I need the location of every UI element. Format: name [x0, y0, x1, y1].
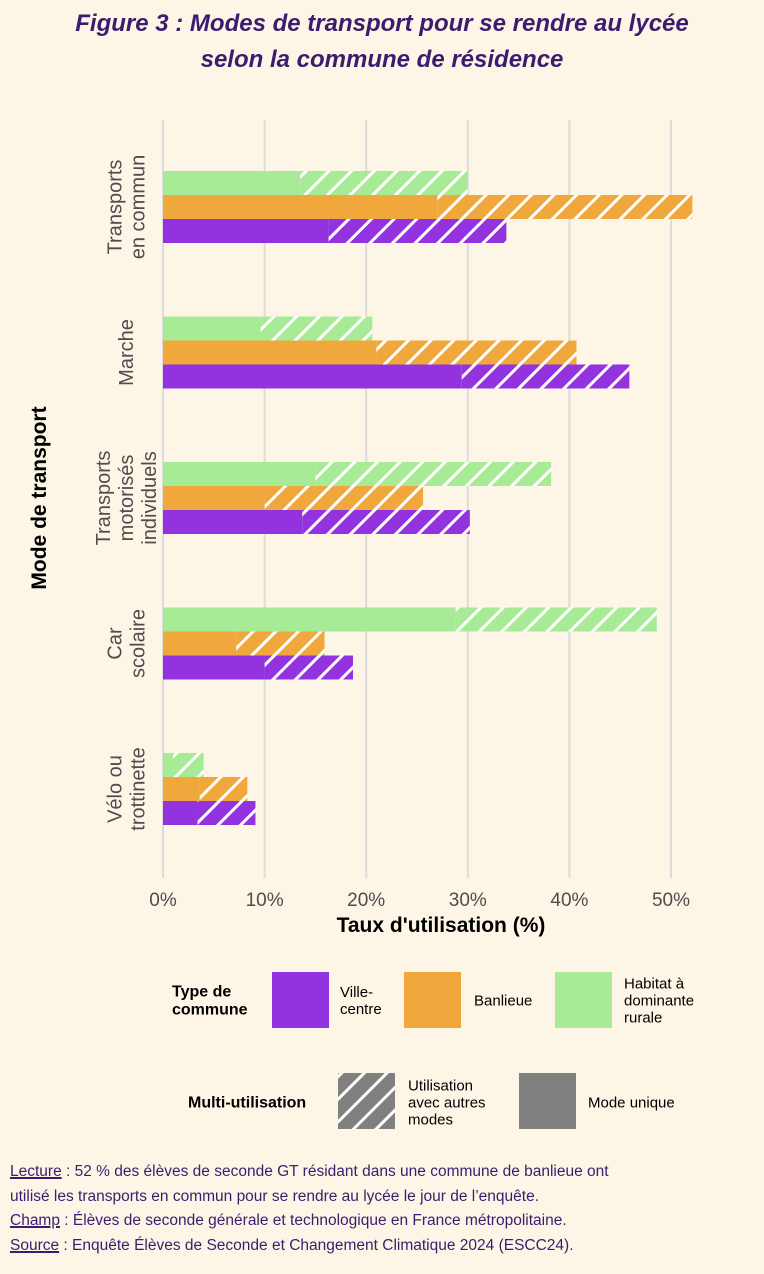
y-tick-label-line: Transports: [93, 451, 115, 546]
y-tick-label-line: motorisés: [116, 455, 138, 542]
chart-notes: Lecture : 52 % des élèves de seconde GT …: [10, 1160, 754, 1258]
x-tick-label-30: 30%: [449, 890, 487, 911]
bar-unique-habitat-a-dominante-rurale-car-scolaire: [163, 607, 456, 632]
bar-multi-banlieue-car-scolaire: [236, 631, 325, 656]
y-axis-label: Mode de transport: [28, 406, 51, 589]
note-lecture-text-1: : 52 % des élèves de seconde GT résidant…: [61, 1163, 609, 1180]
x-tick-label-40: 40%: [550, 890, 588, 911]
bar-multi-habitat-a-dominante-rurale-marche: [260, 316, 373, 341]
bar-unique-banlieue-transports-en-commun: [163, 195, 438, 219]
note-lecture-line-1: Lecture : 52 % des élèves de seconde GT …: [10, 1160, 754, 1185]
legend-type-title: Type de: [172, 984, 231, 1001]
bar-multi-ville-centre-velo-ou-trottinette: [197, 801, 256, 825]
bar-unique-ville-centre-transports-en-commun: [163, 219, 329, 243]
legend-label-habitat-a-dominante-rurale: Habitat à: [624, 975, 685, 992]
legend-label-habitat-a-dominante-rurale: dominante: [624, 992, 694, 1009]
bar-multi-ville-centre-car-scolaire: [264, 655, 353, 680]
bar-unique-habitat-a-dominante-rurale-marche: [163, 316, 261, 341]
bar-multi-ville-centre-marche: [461, 364, 630, 389]
note-source-key: Source: [10, 1236, 60, 1254]
legend-label-hatched: modes: [408, 1111, 453, 1128]
note-lecture-key: Lecture: [10, 1163, 62, 1180]
legend-label-hatched: Utilisation: [408, 1077, 473, 1094]
y-tick-label-line: scolaire: [128, 609, 150, 678]
note-source-text: : Enquête Élèves de Seconde et Changemen…: [59, 1236, 574, 1254]
bar-multi-banlieue-velo-ou-trottinette: [199, 777, 248, 801]
bar-multi-ville-centre-transports-motorises-individuels: [302, 510, 470, 534]
chart-title: Figure 3 : Modes de transport pour se re…: [0, 6, 764, 78]
bar-multi-habitat-a-dominante-rurale-transports-en-commun: [300, 171, 468, 195]
y-tick-label-line: Marche: [116, 319, 138, 386]
x-axis-label: Taux d'utilisation (%): [337, 914, 546, 937]
legend-swatch-banlieue: [404, 972, 461, 1028]
bar-chart: 0% 10% 20% 30% 40% 50% Taux d'utilisation (%) M…: [28, 120, 693, 937]
x-tick-label-50: 50%: [652, 890, 690, 911]
legend-label-ville-centre: centre: [340, 1001, 382, 1018]
legend-type-title: commune: [172, 1002, 248, 1019]
legend-multi-title: Multi-utilisation: [188, 1095, 306, 1112]
y-tick-label-line: Car: [105, 627, 127, 660]
note-champ: Champ : Élèves de seconde générale et te…: [10, 1209, 754, 1234]
note-source: Source : Enquête Élèves de Seconde et Ch…: [10, 1234, 754, 1259]
bar-multi-ville-centre-transports-en-commun: [328, 219, 507, 243]
bar-multi-habitat-a-dominante-rurale-car-scolaire: [455, 607, 657, 632]
y-tick-label-line: trottinette: [128, 747, 150, 830]
bar-unique-ville-centre-car-scolaire: [163, 655, 265, 680]
y-tick-label-line: Transports: [105, 160, 127, 255]
bar-unique-banlieue-transports-motorises-individuels: [163, 486, 265, 510]
legend-label-ville-centre: Ville-: [340, 984, 373, 1001]
bar-unique-habitat-a-dominante-rurale-velo-ou-trottinette: [163, 753, 174, 777]
bar-unique-banlieue-velo-ou-trottinette: [163, 777, 200, 801]
bar-unique-habitat-a-dominante-rurale-transports-en-commun: [163, 171, 301, 195]
y-tick-label-transports-en-commun: Transports en commun: [105, 155, 150, 260]
legend-label-solid: Mode unique: [588, 1094, 675, 1111]
bar-multi-habitat-a-dominante-rurale-velo-ou-trottinette: [173, 753, 204, 777]
chart-title-line-2: selon la commune de résidence: [200, 46, 564, 73]
legend-swatch-habitat-a-dominante-rurale: [555, 972, 612, 1028]
y-tick-label-line: Vélo ou: [105, 755, 127, 823]
legend-label-banlieue: Banlieue: [474, 992, 532, 1009]
bar-unique-banlieue-car-scolaire: [163, 631, 237, 656]
y-tick-label-line: individuels: [139, 451, 161, 544]
bar-multi-banlieue-marche: [376, 340, 577, 365]
legend-swatch-hatched: [338, 1073, 395, 1129]
bar-multi-habitat-a-dominante-rurale-transports-motorises-individuels: [315, 462, 552, 486]
bar-unique-ville-centre-marche: [163, 364, 462, 389]
y-tick-label-car-scolaire: Car scolaire: [105, 609, 150, 678]
bar-unique-ville-centre-transports-motorises-individuels: [163, 510, 303, 534]
bar-unique-ville-centre-velo-ou-trottinette: [163, 801, 198, 825]
note-lecture-text-2: utilisé les transports en commun pour se…: [10, 1187, 540, 1205]
x-tick-label-20: 20%: [347, 890, 385, 911]
note-champ-key: Champ: [10, 1212, 60, 1229]
bar-multi-banlieue-transports-motorises-individuels: [264, 486, 424, 510]
bar-multi-banlieue-transports-en-commun: [437, 195, 693, 219]
x-tick-label-10: 10%: [246, 890, 284, 911]
bar-unique-habitat-a-dominante-rurale-transports-motorises-individuels: [163, 462, 316, 486]
legend-label-hatched: avec autres: [408, 1094, 486, 1111]
y-tick-label-transports-motorises-individuels: Transports motorisés individuels: [93, 451, 161, 546]
note-champ-text: : Élèves de seconde générale et technolo…: [59, 1212, 567, 1229]
y-tick-label-velo-ou-trottinette: Vélo ou trottinette: [105, 747, 150, 830]
bar-unique-banlieue-marche: [163, 340, 377, 365]
x-tick-label-0: 0%: [149, 890, 177, 911]
legend-swatch-ville-centre: [272, 972, 329, 1028]
y-tick-label-marche: Marche: [116, 319, 138, 386]
chart-title-line-1: Figure 3 : Modes de transport pour se re…: [75, 10, 689, 37]
y-tick-label-line: en commun: [128, 155, 150, 260]
legend-label-habitat-a-dominante-rurale: rurale: [624, 1009, 662, 1026]
legend-swatch-solid: [519, 1073, 576, 1129]
